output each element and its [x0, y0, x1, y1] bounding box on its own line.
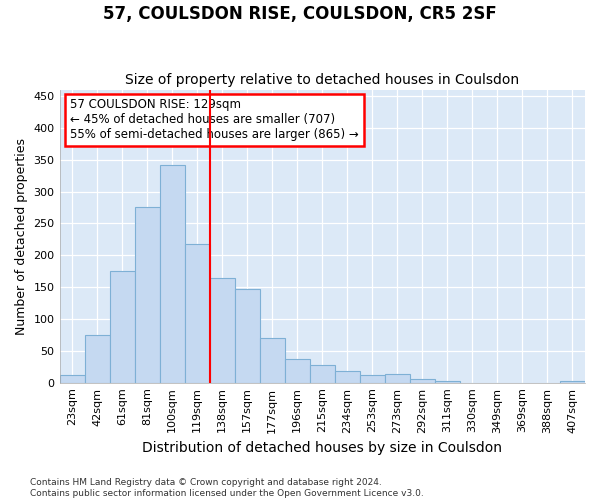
Bar — [385, 374, 410, 382]
X-axis label: Distribution of detached houses by size in Coulsdon: Distribution of detached houses by size … — [142, 441, 502, 455]
Bar — [235, 289, 260, 382]
Bar — [110, 271, 134, 382]
Text: 57 COULSDON RISE: 129sqm
← 45% of detached houses are smaller (707)
55% of semi-: 57 COULSDON RISE: 129sqm ← 45% of detach… — [70, 98, 359, 142]
Text: Contains HM Land Registry data © Crown copyright and database right 2024.
Contai: Contains HM Land Registry data © Crown c… — [30, 478, 424, 498]
Bar — [410, 379, 435, 382]
Bar — [260, 338, 285, 382]
Bar — [335, 370, 360, 382]
Bar — [59, 375, 85, 382]
Bar — [209, 278, 235, 382]
Title: Size of property relative to detached houses in Coulsdon: Size of property relative to detached ho… — [125, 73, 520, 87]
Text: 57, COULSDON RISE, COULSDON, CR5 2SF: 57, COULSDON RISE, COULSDON, CR5 2SF — [103, 5, 497, 23]
Bar — [360, 375, 385, 382]
Bar — [285, 359, 310, 382]
Y-axis label: Number of detached properties: Number of detached properties — [15, 138, 28, 334]
Bar — [85, 335, 110, 382]
Bar — [134, 208, 160, 382]
Bar — [185, 244, 209, 382]
Bar — [160, 164, 185, 382]
Bar — [310, 365, 335, 382]
